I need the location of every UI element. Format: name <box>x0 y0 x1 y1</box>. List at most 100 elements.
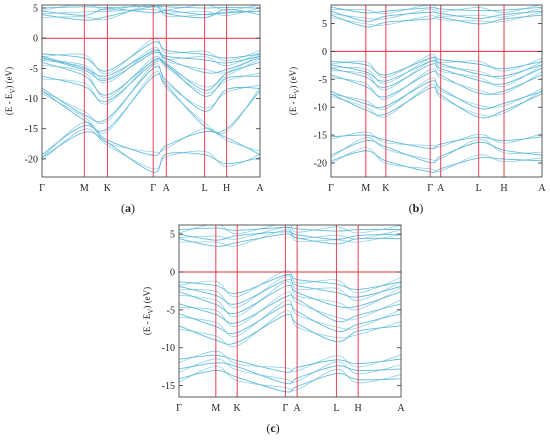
x-tick-label-H: H <box>355 403 362 414</box>
y-axis-label-sub: V <box>293 89 301 94</box>
y-axis-label-sub: V <box>147 309 155 314</box>
band-line <box>179 225 401 235</box>
band-line <box>331 54 542 78</box>
y-axis-label: (E - EV) (eV) <box>4 67 17 115</box>
x-tick-label-M: M <box>211 403 220 414</box>
band-line <box>42 55 260 98</box>
panel-a: 50-5-10-15-20Γ M K Γ A L H A(E - EV) (eV)(a) <box>4 4 264 215</box>
panel-label-open: ( <box>409 201 413 215</box>
band-line <box>42 5 260 12</box>
y-axis-label-unit: ) (eV) <box>142 287 152 309</box>
band-line <box>179 270 401 297</box>
band-line <box>42 48 260 84</box>
y-axis-label-unit: ) (eV) <box>288 67 298 89</box>
y-tick-label: -10 <box>314 103 327 114</box>
y-axis-label: (E - EV) (eV) <box>288 67 301 115</box>
x-tick-label-H: H <box>223 183 230 194</box>
panel-label-letter: c <box>270 421 276 435</box>
x-tick-label-L: L <box>333 403 339 414</box>
y-tick-label: 0 <box>322 47 327 58</box>
x-tick-label-K: K <box>382 183 390 194</box>
band-line <box>331 84 542 118</box>
band-line <box>42 128 260 170</box>
band-line <box>331 11 542 26</box>
y-tick-label: 0 <box>33 34 38 45</box>
band-line <box>179 229 401 247</box>
band-line <box>42 47 260 80</box>
y-tick-label: -20 <box>25 154 38 165</box>
x-tick-label-A: A <box>397 403 405 414</box>
band-line <box>179 275 401 308</box>
x-tick-label-Γ: Γ <box>328 183 334 194</box>
x-tick-label-A: A <box>538 183 546 194</box>
x-tick-label-Γ: Γ <box>427 183 433 194</box>
band-line <box>42 63 260 124</box>
band-line <box>331 68 542 100</box>
plot-frame <box>41 4 261 178</box>
y-tick-label: 0 <box>170 267 175 278</box>
panel-label: (c) <box>266 421 279 435</box>
band-line <box>331 77 542 110</box>
band-line <box>42 6 260 21</box>
y-tick-label: -10 <box>25 94 38 105</box>
band-line <box>179 358 401 383</box>
band-line <box>331 7 542 20</box>
bands <box>331 5 542 173</box>
y-tick-label: -5 <box>30 64 38 75</box>
y-tick-label: 5 <box>170 230 175 241</box>
y-tick-label: 5 <box>322 19 327 30</box>
y-tick-label: -20 <box>314 159 327 170</box>
band-line <box>42 5 260 21</box>
x-tick-label-L: L <box>202 183 208 194</box>
band-line <box>42 57 260 105</box>
band-line <box>179 313 401 345</box>
band-line <box>331 59 542 82</box>
x-tick-label-Γ: Γ <box>150 183 156 194</box>
y-tick-label: -15 <box>162 381 175 392</box>
band-line <box>179 350 401 372</box>
panel-label-close: ) <box>131 201 135 215</box>
band-line <box>179 281 401 317</box>
bands <box>42 5 260 173</box>
band-line <box>331 60 542 90</box>
x-tick-label-H: H <box>500 183 507 194</box>
band-line <box>42 71 260 134</box>
x-tick-label-Γ: Γ <box>282 403 288 414</box>
panel-label: (b) <box>409 201 424 215</box>
panel-label-letter: b <box>413 201 420 215</box>
band-line <box>179 291 401 327</box>
band-line <box>42 7 260 16</box>
y-tick-label: -10 <box>162 343 175 354</box>
panel-label-open: ( <box>266 421 270 435</box>
band-line <box>331 137 542 162</box>
panel-label-letter: a <box>125 201 131 215</box>
band-line <box>42 122 260 158</box>
band-line <box>331 147 542 173</box>
band-line <box>42 38 260 74</box>
panel-b: 50-5-10-15-20Γ M K Γ A L H A(E - EV) (eV)(b) <box>288 4 546 215</box>
band-line <box>331 5 541 15</box>
x-tick-label-A: A <box>293 403 301 414</box>
x-tick-label-L: L <box>476 183 482 194</box>
band-line <box>331 57 542 84</box>
x-tick-label-M: M <box>80 183 89 194</box>
y-tick-label: -5 <box>167 305 175 316</box>
y-axis-label-main: (E - E <box>142 313 152 335</box>
x-tick-label-K: K <box>104 183 112 194</box>
plot-frame <box>330 4 543 178</box>
y-axis-label-main: (E - E <box>288 93 298 115</box>
panel-label-close: ) <box>276 421 280 435</box>
band-line <box>42 124 260 156</box>
band-line <box>42 73 260 133</box>
y-axis-label: (E - EV) (eV) <box>142 287 155 335</box>
panel-c: 50-5-10-15Γ M K Γ A L H A(E - EV) (eV)(c) <box>142 224 405 435</box>
x-tick-label-Γ: Γ <box>39 183 45 194</box>
panel-label-open: ( <box>121 201 125 215</box>
x-tick-label-A: A <box>163 183 171 194</box>
y-axis-label-unit: ) (eV) <box>4 67 14 89</box>
band-line <box>179 300 401 337</box>
y-axis-label-main: (E - E <box>4 93 14 115</box>
band-line <box>331 139 542 164</box>
band-line <box>179 365 401 392</box>
